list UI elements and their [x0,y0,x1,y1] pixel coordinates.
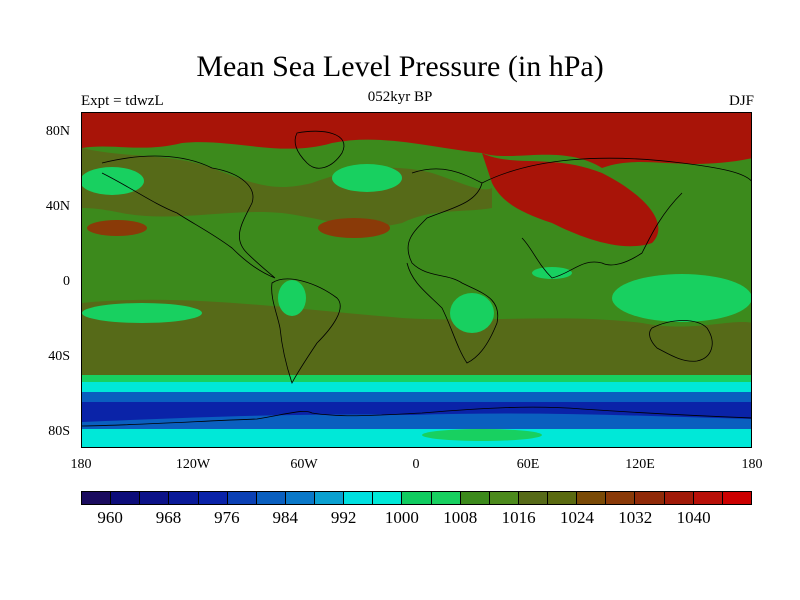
coastlines [82,130,751,427]
siberian-high-zone [482,153,659,247]
south-america-low [278,280,306,316]
colorbar-cell [431,492,461,504]
europe-africa-coast [406,168,499,364]
colorbar-cell [577,492,607,504]
colorbar-cell [169,492,199,504]
chart-title: Mean Sea Level Pressure (in hPa) [196,50,604,83]
y-tick-label: 80N [45,124,70,139]
colorbar-cell [140,492,170,504]
south-america-coast [271,278,341,385]
colorbar-cell [548,492,578,504]
antarctic-coast-zone [82,413,751,429]
colorbar-label: 1016 [501,508,536,527]
antarctica-coast [82,406,751,427]
icelandic-low [332,164,402,192]
colorbar-label: 1008 [443,508,478,527]
colorbar-cell [635,492,665,504]
colorbar-label: 960 [97,508,123,527]
y-tick-label: 40S [48,349,70,364]
y-tick-label: 0 [63,274,70,289]
colorbar-cell [518,492,548,504]
season-label: DJF [728,93,754,109]
north-high-belt [82,148,492,227]
antarctic-interior [82,429,751,447]
north-pacific-high [87,220,147,236]
colorbar-cell [111,492,141,504]
x-tick-label: 60W [290,457,318,472]
colorbar-cell [256,492,286,504]
southern-ocean-cyan [82,382,751,392]
africa-low [450,293,494,333]
colorbar-label: 984 [272,508,298,527]
colorbar-label: 1000 [384,508,419,527]
x-tick-label: 60E [516,457,540,472]
arctic-high-zone [82,113,751,168]
indian-low [532,267,572,279]
greenland-coast [294,130,345,169]
north-atlantic-high [318,218,390,238]
colorbar-cell [373,492,403,504]
colorbar-cell [402,492,432,504]
southern-ocean-green [82,375,751,382]
colorbar-cell [460,492,490,504]
asia-coast [481,157,751,279]
maritime-continent-low [612,274,751,322]
colorbar-label: 992 [330,508,357,527]
colorbar-cell [344,492,374,504]
colorbar-label: 968 [155,508,182,527]
y-tick-label: 80S [48,424,70,439]
colorbar-cell [489,492,519,504]
x-tick-label: 180 [741,457,763,472]
colorbar-cell [664,492,694,504]
pressure-map-svg [82,113,751,447]
colorbar-cell [82,492,112,504]
colorbar [81,491,752,505]
experiment-label: Expt = tdwzL [81,93,164,109]
x-tick-label: 0 [412,457,420,472]
colorbar-label: 1024 [559,508,594,527]
colorbar-label: 976 [214,508,240,527]
period-label: 052kyr BP [367,89,433,105]
aleutian-low [82,167,144,195]
colorbar-cell [315,492,345,504]
x-tick-label: 120W [175,457,211,472]
colorbar-cell [285,492,315,504]
colorbar-cell [606,492,636,504]
colorbar-cell [693,492,723,504]
tropical-east-pacific-low [82,303,202,323]
australia-coast [649,320,713,362]
x-tick-label: 180 [70,457,92,472]
pressure-map [81,112,752,448]
x-tick-label: 120E [625,457,655,472]
antarctic-low-patch [422,429,542,441]
colorbar-cell [227,492,257,504]
north-america-coast [101,155,276,279]
southern-ocean-blue [82,392,751,402]
colorbar-label: 1032 [618,508,653,527]
colorbar-label: 1040 [676,508,711,527]
south-mid-belt [82,299,751,375]
colorbar-cell [198,492,228,504]
y-tick-label: 40N [45,199,70,214]
colorbar-cell [722,492,751,504]
